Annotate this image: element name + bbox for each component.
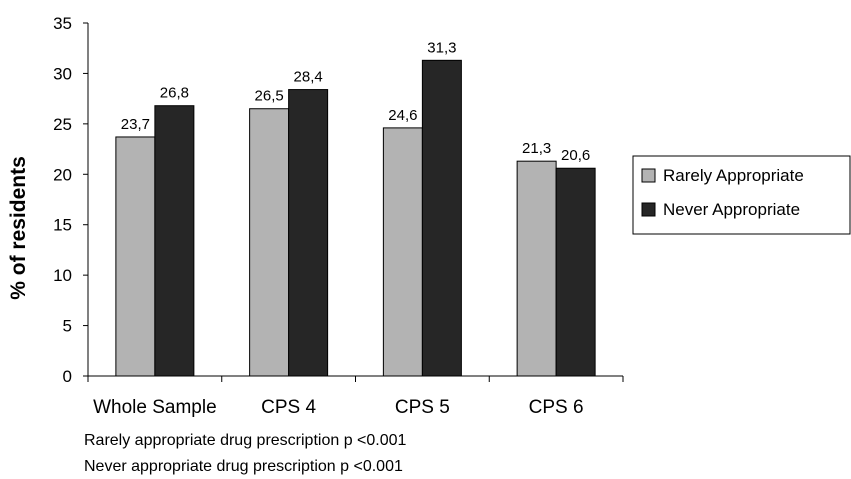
y-tick-label: 30 (53, 64, 72, 83)
y-tick-label: 35 (53, 14, 72, 33)
y-tick-label: 20 (53, 165, 72, 184)
y-tick-label: 15 (53, 216, 72, 235)
bar-never (288, 89, 329, 377)
legend-label: Rarely Appropriate (663, 166, 804, 185)
bar-never (154, 105, 195, 377)
bar-never (421, 59, 462, 377)
bar-rarely (115, 136, 156, 377)
bar-never (555, 167, 596, 377)
bars (115, 59, 596, 377)
y-axis-label: % of residents (7, 156, 30, 300)
legend: Rarely Appropriate Never Appropriate (632, 155, 851, 235)
data-label: 26,5 (255, 88, 284, 105)
legend-swatch (641, 168, 656, 183)
x-tick-label: Whole Sample (93, 397, 217, 418)
bar-rarely (249, 108, 290, 377)
bar-rarely (516, 160, 557, 377)
note-never: Never appropriate drug prescription p <0… (84, 458, 403, 475)
bar-rarely (382, 127, 423, 377)
data-label: 26,8 (160, 85, 189, 102)
data-labels: 23,7 26,8 26,5 28,4 24,6 31,3 21,3 20,6 (121, 39, 590, 164)
data-label: 21,3 (522, 140, 551, 157)
y-tick-label: 0 (63, 367, 72, 386)
data-label: 20,6 (561, 147, 590, 164)
data-label: 24,6 (388, 107, 417, 124)
data-label: 23,7 (121, 116, 150, 133)
legend-swatch (641, 202, 656, 217)
data-label: 28,4 (294, 69, 323, 86)
x-tick-label: CPS 6 (529, 397, 584, 418)
y-tick-label: 25 (53, 115, 72, 134)
note-rarely: Rarely appropriate drug prescription p <… (84, 432, 407, 449)
data-label: 31,3 (427, 39, 456, 56)
x-tick-label: CPS 4 (261, 397, 316, 418)
x-axis: Whole Sample CPS 4 CPS 5 CPS 6 (87, 375, 624, 418)
legend-box (632, 155, 851, 235)
y-tick-label: 5 (63, 317, 72, 336)
x-tick-label: CPS 5 (395, 397, 450, 418)
y-tick-label: 10 (53, 266, 72, 285)
y-axis: 0 5 10 15 20 25 30 35 (53, 14, 89, 386)
legend-label: Never Appropriate (663, 200, 800, 219)
